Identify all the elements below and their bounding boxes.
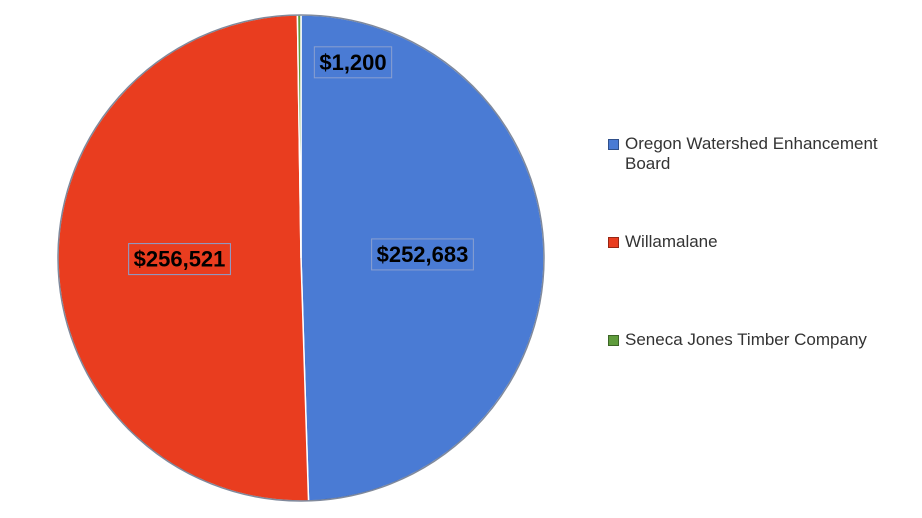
legend-label: Seneca Jones Timber Company (625, 330, 867, 349)
value-label-box (371, 238, 474, 271)
legend-item: Seneca Jones Timber Company (608, 330, 898, 350)
pie-rim (57, 14, 545, 502)
legend-swatch (608, 237, 619, 248)
legend-swatch (608, 139, 619, 150)
legend-swatch (608, 335, 619, 346)
legend-item: Willamalane (608, 232, 898, 252)
legend-item: Oregon Watershed Enhancement Board (608, 134, 898, 174)
legend-label: Oregon Watershed Enhancement Board (625, 134, 878, 173)
value-label: $252,683 (377, 242, 469, 267)
value-label: $256,521 (134, 247, 226, 272)
value-label: $1,200 (319, 50, 386, 75)
legend-label: Willamalane (625, 232, 718, 251)
value-label-box (313, 46, 393, 79)
value-label-box (128, 243, 231, 276)
